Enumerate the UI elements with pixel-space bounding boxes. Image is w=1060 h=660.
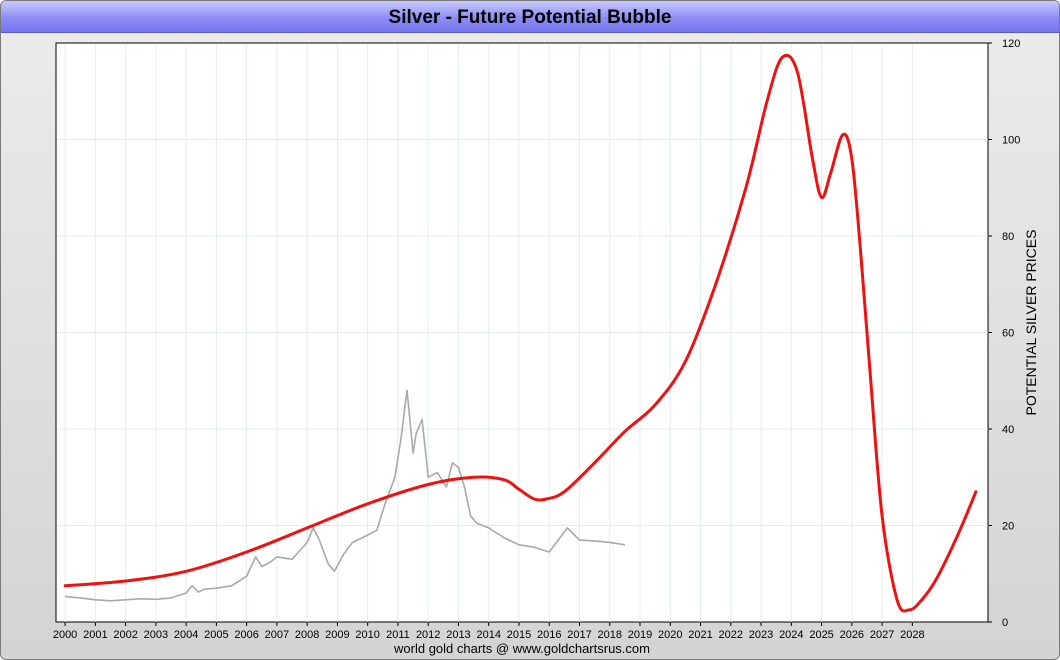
x-tick-label: 2008 bbox=[295, 629, 319, 641]
x-tick-label: 2004 bbox=[174, 629, 198, 641]
x-tick-label: 2019 bbox=[628, 629, 652, 641]
x-tick-label: 2007 bbox=[265, 629, 289, 641]
x-tick-label: 2001 bbox=[83, 629, 107, 641]
x-tick-label: 2013 bbox=[446, 629, 470, 641]
x-axis-ticks: 2000 2001 2002 2003 2004 2005 2006 2007 2008 2009… bbox=[53, 622, 925, 641]
x-tick-label: 2016 bbox=[537, 629, 561, 641]
x-tick-label: 2014 bbox=[476, 629, 500, 641]
x-tick-label: 2000 bbox=[53, 629, 77, 641]
x-tick-label: 2003 bbox=[144, 629, 168, 641]
x-tick-label: 2028 bbox=[900, 629, 924, 641]
y-tick-label: 0 bbox=[1002, 617, 1008, 629]
x-tick-label: 2017 bbox=[567, 629, 591, 641]
y-tick-label: 100 bbox=[1002, 135, 1020, 147]
y-tick-label: 120 bbox=[1002, 38, 1020, 50]
x-tick-label: 2010 bbox=[355, 629, 379, 641]
y-tick-label: 40 bbox=[1002, 424, 1014, 436]
x-tick-label: 2011 bbox=[386, 629, 410, 641]
grid-layer bbox=[57, 44, 988, 622]
y-axis-ticks: 0 20 40 60 80 100 120 bbox=[988, 38, 1020, 629]
x-tick-label: 2005 bbox=[204, 629, 228, 641]
y-tick-label: 60 bbox=[1002, 328, 1014, 340]
x-tick-label: 2006 bbox=[234, 629, 258, 641]
title-bar: Silver - Future Potential Bubble bbox=[1, 1, 1059, 33]
x-tick-label: 2024 bbox=[779, 629, 803, 641]
historical-price-line bbox=[65, 389, 626, 602]
chart-credit: world gold charts @ www.goldchartsrus.co… bbox=[394, 641, 650, 656]
x-tick-label: 2002 bbox=[113, 629, 137, 641]
x-tick-label: 2025 bbox=[809, 629, 833, 641]
y-axis-label: POTENTIAL SILVER PRICES bbox=[1023, 230, 1039, 416]
y-tick-label: 80 bbox=[1002, 231, 1014, 243]
y-tick-label: 20 bbox=[1002, 521, 1014, 533]
x-tick-label: 2020 bbox=[658, 629, 682, 641]
x-tick-label: 2027 bbox=[870, 629, 894, 641]
x-tick-label: 2026 bbox=[840, 629, 864, 641]
x-tick-label: 2022 bbox=[719, 629, 743, 641]
chart-title: Silver - Future Potential Bubble bbox=[388, 7, 672, 28]
x-tick-label: 2009 bbox=[325, 629, 349, 641]
x-tick-label: 2012 bbox=[416, 629, 440, 641]
x-tick-label: 2023 bbox=[749, 629, 773, 641]
x-tick-label: 2021 bbox=[688, 629, 712, 641]
x-tick-label: 2015 bbox=[507, 629, 531, 641]
series-layer bbox=[63, 53, 978, 613]
projected-price-curve bbox=[63, 53, 978, 613]
x-tick-label: 2018 bbox=[598, 629, 622, 641]
